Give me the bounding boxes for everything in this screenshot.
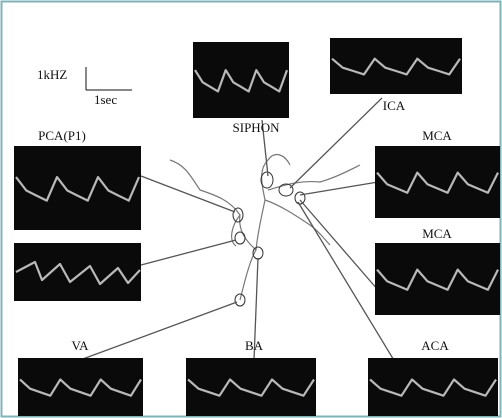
panel-label: MCA bbox=[422, 128, 452, 143]
waveform bbox=[15, 176, 141, 202]
panel-label: BA bbox=[245, 338, 264, 353]
waveform bbox=[15, 260, 141, 286]
waveform bbox=[187, 378, 315, 397]
waveform bbox=[194, 68, 289, 93]
scale-frequency: 1kHZ bbox=[37, 67, 67, 82]
spectrogram-panel bbox=[18, 358, 143, 416]
waveform bbox=[369, 378, 497, 397]
panel-label: SIPHON bbox=[233, 120, 281, 135]
spectrogram-panel bbox=[193, 42, 289, 118]
scale-time: 1sec bbox=[94, 92, 117, 107]
panel-label: MCA bbox=[422, 226, 452, 241]
spectrogram-panel bbox=[375, 243, 500, 315]
panel-label: ACA bbox=[421, 338, 449, 353]
panel-label: PCA(P1) bbox=[38, 128, 86, 143]
spectrogram-panel bbox=[330, 38, 462, 94]
connectors bbox=[79, 97, 396, 363]
waveform bbox=[19, 378, 142, 397]
spectrogram-panel bbox=[368, 358, 498, 416]
spectrogram-panel bbox=[375, 146, 500, 218]
panel-label: ICA bbox=[383, 98, 406, 113]
spectrogram-panel bbox=[14, 146, 141, 230]
waveform bbox=[376, 171, 499, 194]
spectrogram-panel bbox=[186, 358, 316, 416]
waveform bbox=[376, 268, 499, 291]
panel-label: VA bbox=[71, 338, 89, 353]
waveform bbox=[331, 57, 461, 76]
